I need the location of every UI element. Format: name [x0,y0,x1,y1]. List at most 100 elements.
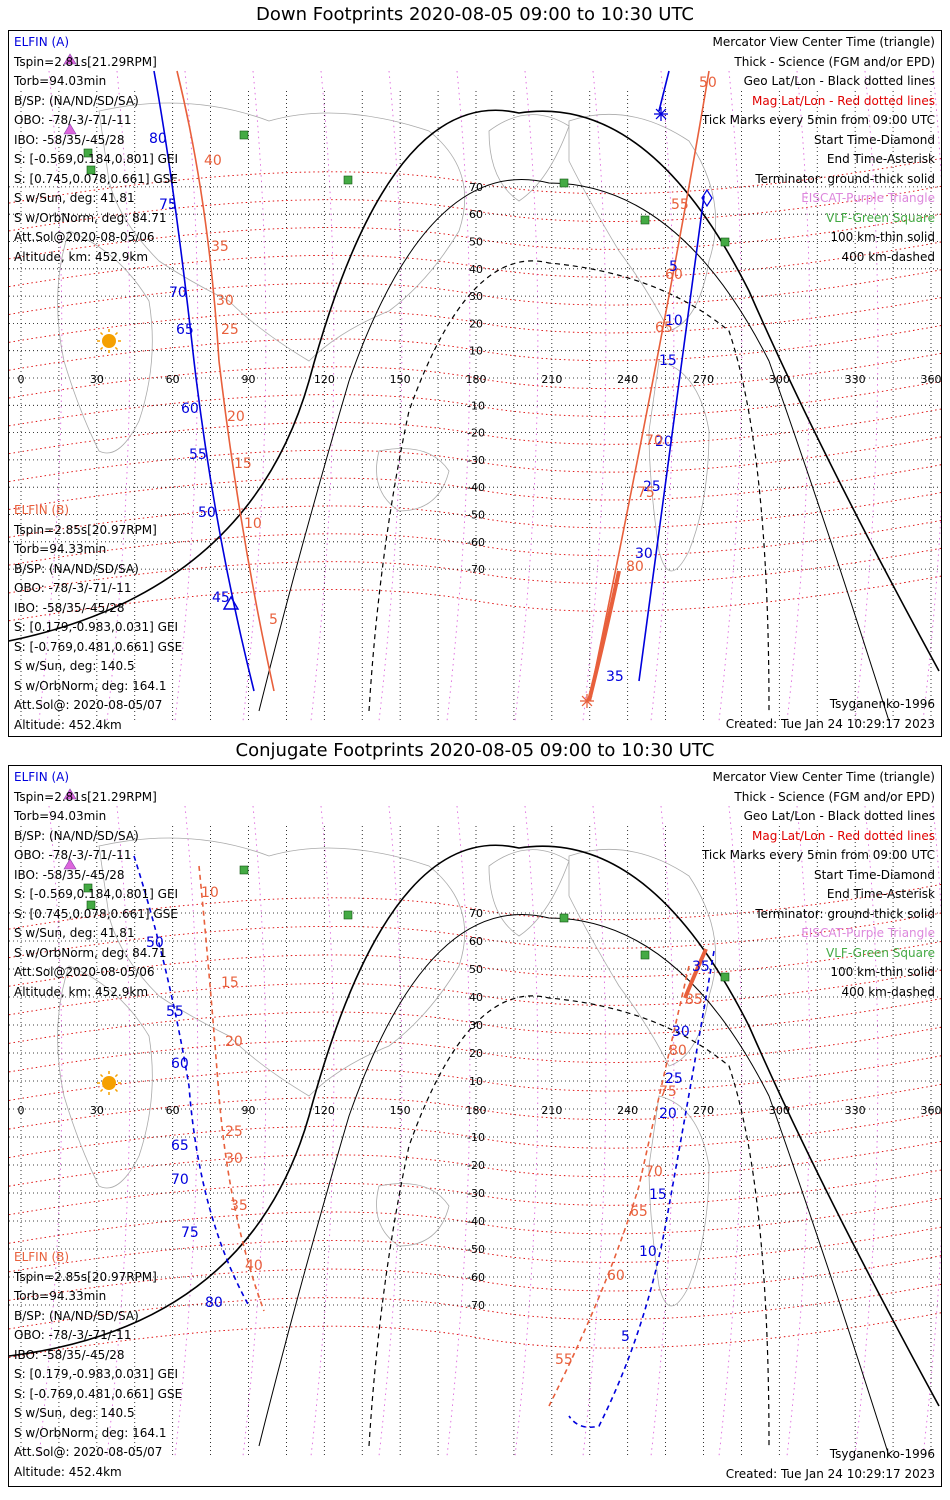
mag-lon-line [650,70,675,722]
mag-lat-line [9,1083,941,1130]
elfin-b-east-label: 55 [555,1352,573,1368]
mag-lat-line [9,1312,941,1358]
legend-item: 400 km-dashed [841,984,935,999]
legend-item: Start Time-Diamond [813,132,935,147]
continent-outline [568,113,717,332]
elfin-a-line: OBO: -78/-3/-71/-11 [14,848,132,862]
continent-outline [57,230,153,454]
elfin-b-header: ELFIN (B) [14,503,70,517]
mag-lon-line [378,805,403,1457]
legend-item: Thick - Science (FGM and/or EPD) [734,54,935,69]
elfin-b-line: OBO: -78/-3/-71/-11 [14,581,132,595]
lat-tick-label: -30 [467,454,485,467]
elfin-b-science-segment [683,948,708,999]
continent-outline [376,448,450,512]
elfin-a-line: Torb=94.03min [14,74,107,88]
elfin-a-line: B/SP: (NA/ND/SD/SA) [14,828,139,843]
lon-tick-label: 0 [18,373,25,386]
elfin-a-tick-label: 75 [181,1225,199,1241]
vlf-square-icon [343,910,353,920]
legend: Mercator View Center Time (triangle) Thi… [702,768,935,1002]
elfin-b-tick-label: 15 [221,975,239,991]
legend-item: Mag Lat/Lon - Red dotted lines [751,828,935,843]
mag-lon-line [514,805,539,1457]
continent-outline [648,360,710,572]
elfin-a-tick-label: 70 [171,1172,189,1188]
footer: Tsyganenko-1996 Created: Tue Jan 24 10:2… [726,1445,935,1484]
elfin-a-line: OBO: -78/-3/-71/-11 [14,113,132,127]
legend-item: Start Time-Diamond [813,867,935,882]
elfin-b-tick-label: 35 [230,1198,248,1214]
mag-lon-line [582,805,607,1457]
elfin-b-line: S w/Sun, deg: 140.5 [14,1406,135,1420]
map-canvas: 0 30 60 90 120 150 180 210 240 270 300 330 360 70 60 50… [9,788,942,1457]
mag-lon-line [106,805,131,1457]
elfin-b-tick-label: 20 [225,1034,243,1050]
elfin-b-tick-label: 10 [244,516,262,532]
elfin-b-tick-label: 40 [204,153,222,169]
elfin-a-tick-label: 60 [171,1056,189,1072]
lat-tick-label: -10 [467,399,485,412]
continent-outline [488,849,570,937]
legend-item: Mercator View Center Time (triangle) [712,770,935,784]
legend-item: Tick Marks every 5min from 09:00 UTC [701,113,935,127]
terminator-400km [368,995,770,1447]
elfin-b-tick-label: 35 [211,239,229,255]
legend-item: End Time-Asterisk [826,887,935,901]
mag-lat-line [9,912,941,959]
mag-lat-line [9,325,941,371]
lat-tick-label: 70 [469,907,483,920]
lon-tick-label: 120 [314,373,335,386]
legend-item: Mag Lat/Lon - Red dotted lines [751,93,935,108]
terminator-100km [258,914,890,1457]
legend-item: EISCAT-Purple Triangle [801,926,935,940]
eiscat-triangle-icon [63,858,77,870]
lat-tick-label: -60 [467,1271,485,1284]
lon-tick-label: 300 [769,373,790,386]
lon-tick-label: 300 [769,1104,790,1117]
legend-item: Geo Lat/Lon - Black dotted lines [743,74,935,88]
lat-tick-label: -20 [467,427,485,440]
elfin-b-line: Att.Sol@: 2020-08-05/07 [14,1445,163,1459]
sun-ray [99,331,104,336]
lat-tick-label: 10 [469,345,483,358]
elfin-a-info: ELFIN (A) Tspin=2.81s[21.29RPM] Torb=94.… [14,33,178,267]
mag-lon-line [310,70,335,722]
elfin-b-east-track [588,70,710,702]
elfin-b-tick-label: 15 [234,456,252,472]
mag-lat-line [9,1226,941,1273]
elfin-b-line: Tspin=2.85s[20.97RPM] [14,1269,157,1284]
elfin-a-line: Torb=94.03min [14,809,107,823]
end-asterisk-icon [655,108,667,120]
lon-tick-label: 270 [693,373,714,386]
elfin-b-line: B/SP: (NA/ND/SD/SA) [14,561,139,576]
elfin-b-east-label: 50 [699,75,717,91]
legend-item: Thick - Science (FGM and/or EPD) [734,789,935,804]
elfin-a-line: Tspin=2.81s[21.29RPM] [14,54,157,69]
panel-title-conj: Conjugate Footprints 2020-08-05 09:00 to… [235,740,715,761]
elfin-a-line: Att.Sol@2020-08-05/06 [14,965,155,979]
lat-tick-label: 50 [469,963,483,976]
elfin-a-line: S w/OrbNorm, deg: 84.71 [14,210,167,225]
lon-tick-label: 330 [845,1104,866,1117]
legend: Mercator View Center Time (triangle) Thi… [702,33,935,267]
elfin-a-line: S: [-0.569,0.184,0.801] GEI [14,152,179,166]
elfin-a-tick-label: 45 [212,590,230,606]
elfin-a-info: ELFIN (A) Tspin=2.81s[21.29RPM] Torb=94.… [14,768,178,1002]
elfin-a-line: S: [0.745,0.078,0.661] GSE [14,171,178,186]
mag-lat-line [9,297,941,343]
lat-tick-label: -40 [467,1215,485,1228]
mag-lat-line [9,464,941,510]
end-asterisk-icon [581,695,593,707]
elfin-b-tick-label: 5 [269,612,278,628]
elfin-a-header: ELFIN (A) [14,35,70,49]
elfin-a-line: IBO: -58/35/-45/28 [14,867,125,882]
lon-tick-label: 360 [921,1104,942,1117]
elfin-b-line: S: [-0.769,0.481,0.661] GSE [14,639,183,654]
mag-lat-line [9,241,941,288]
mag-lon-line [854,805,879,1457]
elfin-b-header: ELFIN (B) [14,1250,70,1264]
vlf-square-icon [640,950,650,960]
mag-lat-line [9,185,941,232]
elfin-b-line: S w/OrbNorm, deg: 164.1 [14,1425,167,1440]
